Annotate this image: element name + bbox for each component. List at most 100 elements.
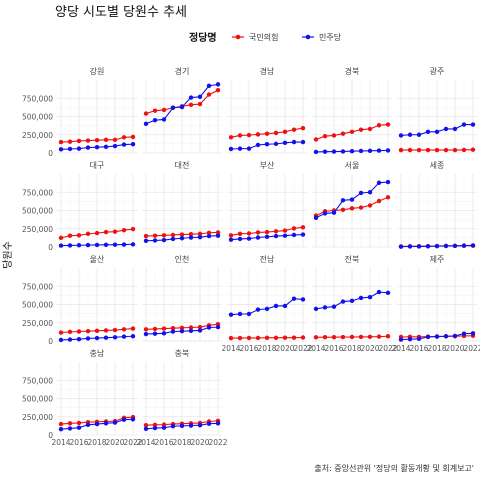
data-point xyxy=(416,244,422,249)
data-point xyxy=(255,335,261,341)
data-point xyxy=(461,331,467,336)
data-point xyxy=(143,331,149,337)
data-point xyxy=(322,335,328,340)
facet-strip-label: 제주 xyxy=(430,255,445,264)
facet-panel: 충남 0 250,000 500,000 750,000 2014201620182020… xyxy=(22,349,143,447)
data-point xyxy=(112,420,118,425)
data-point xyxy=(331,335,337,340)
data-point xyxy=(452,147,458,153)
data-point xyxy=(300,125,306,131)
data-point xyxy=(376,198,382,204)
facet-panel: 대전 xyxy=(142,160,222,248)
data-point xyxy=(273,229,279,234)
data-point xyxy=(398,147,404,153)
y-tick-label: 0 xyxy=(48,431,53,440)
data-point xyxy=(161,326,167,331)
x-tick-label: 2022 xyxy=(463,344,480,353)
data-point xyxy=(215,82,221,87)
data-point xyxy=(385,148,391,153)
data-point xyxy=(206,325,212,330)
data-point xyxy=(300,225,306,230)
data-point xyxy=(367,295,373,300)
data-point xyxy=(376,289,382,295)
data-point xyxy=(264,306,270,312)
y-tick-label: 750,000 xyxy=(22,188,53,197)
data-point xyxy=(188,423,194,428)
data-point xyxy=(443,147,449,153)
data-point xyxy=(282,233,288,238)
data-point xyxy=(152,331,158,336)
data-point xyxy=(452,243,458,249)
data-point xyxy=(425,334,431,340)
data-point xyxy=(130,242,136,247)
data-point xyxy=(103,229,109,235)
data-point xyxy=(273,141,279,147)
data-point xyxy=(67,243,73,248)
data-point xyxy=(385,334,391,339)
facet-strip-label: 세종 xyxy=(430,161,445,170)
data-point xyxy=(291,296,297,301)
data-point xyxy=(121,417,127,422)
data-point xyxy=(188,328,194,333)
data-point xyxy=(425,244,431,249)
data-point xyxy=(58,426,64,432)
data-point xyxy=(179,423,185,429)
data-point xyxy=(161,422,167,427)
data-point xyxy=(291,139,297,145)
data-point xyxy=(340,207,346,212)
data-point xyxy=(237,335,243,341)
data-point xyxy=(367,203,373,208)
data-point xyxy=(407,147,413,153)
x-tick-label: 2018 xyxy=(87,438,106,447)
facet-panel: 경기 xyxy=(142,66,222,154)
data-point xyxy=(67,139,73,144)
data-point xyxy=(76,146,82,151)
data-point xyxy=(291,226,297,231)
data-point xyxy=(85,231,91,237)
x-tick-label: 2018 xyxy=(427,344,446,353)
data-point xyxy=(170,326,176,331)
data-point xyxy=(434,243,440,249)
data-point xyxy=(179,328,185,334)
data-point xyxy=(385,179,391,185)
data-point xyxy=(367,148,373,154)
data-point xyxy=(121,142,127,147)
data-point xyxy=(443,243,449,249)
data-point xyxy=(291,232,297,238)
data-point xyxy=(358,190,364,196)
data-point xyxy=(112,242,118,247)
data-point xyxy=(300,232,306,237)
x-tick-label: 2014 xyxy=(136,438,155,447)
data-point xyxy=(103,242,109,248)
data-point xyxy=(246,335,252,341)
facet-panel: 대구 0 250,000 500,000 750,000 xyxy=(22,161,137,252)
data-point xyxy=(246,132,252,138)
data-point xyxy=(94,242,100,248)
data-point xyxy=(197,231,203,237)
facet-strip-label: 대구 xyxy=(90,161,105,170)
data-point xyxy=(67,337,73,342)
data-point xyxy=(300,297,306,302)
data-point xyxy=(349,197,355,202)
data-point xyxy=(313,335,319,340)
y-tick-label: 250,000 xyxy=(22,225,53,234)
data-point xyxy=(76,233,82,238)
data-point xyxy=(246,311,252,317)
data-point xyxy=(376,180,382,185)
x-tick-label: 2020 xyxy=(275,344,294,353)
data-point xyxy=(58,421,64,427)
data-point xyxy=(273,130,279,136)
data-point xyxy=(470,331,476,336)
data-point xyxy=(67,329,73,335)
data-point xyxy=(143,233,149,239)
data-point xyxy=(103,137,109,143)
data-point xyxy=(416,132,422,137)
data-point xyxy=(461,243,467,248)
data-point xyxy=(228,233,234,238)
data-point xyxy=(161,331,167,336)
data-point xyxy=(121,135,127,140)
facet-strip-label: 울산 xyxy=(90,254,105,264)
